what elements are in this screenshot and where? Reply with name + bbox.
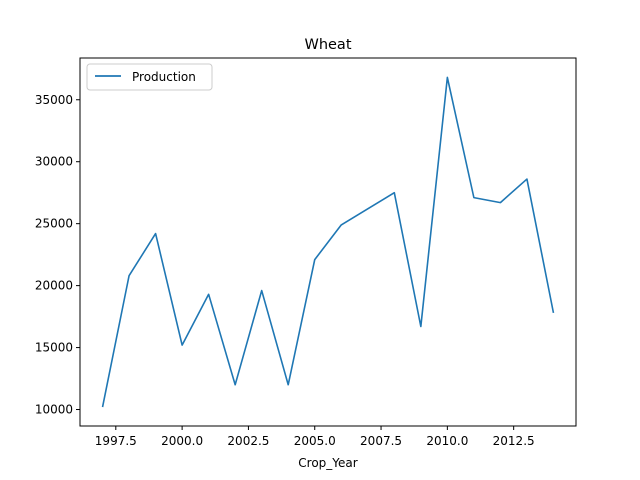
x-tick-label: 2000.0 <box>161 434 203 448</box>
legend: Production <box>86 63 213 91</box>
x-tick-label: 2005.0 <box>294 434 336 448</box>
legend-box <box>86 63 213 91</box>
series-line-production <box>101 76 555 408</box>
x-tick-label: 2007.5 <box>360 434 402 448</box>
x-tick-label: 2002.5 <box>227 434 269 448</box>
plot-area <box>79 57 577 427</box>
y-tick-label: 10000 <box>35 403 73 417</box>
x-tick-label: 2012.5 <box>493 434 535 448</box>
x-axis-label: Crop_Year <box>298 456 357 470</box>
y-axis: 10000 15000 20000 25000 30000 35000 <box>35 93 80 417</box>
x-tick-label: 2010.0 <box>426 434 468 448</box>
chart-title: Wheat <box>304 37 351 53</box>
x-axis: 1997.5 2000.0 2002.5 2005.0 2007.5 2010.0 2012… <box>95 426 535 448</box>
y-tick-label: 20000 <box>35 279 73 293</box>
x-tick-label: 1997.5 <box>95 434 137 448</box>
plot-frame <box>79 57 577 427</box>
y-tick-label: 35000 <box>35 93 73 107</box>
y-tick-label: 30000 <box>35 155 73 169</box>
y-tick-label: 15000 <box>35 341 73 355</box>
legend-entry-production: Production <box>132 70 196 84</box>
y-tick-label: 25000 <box>35 217 73 231</box>
